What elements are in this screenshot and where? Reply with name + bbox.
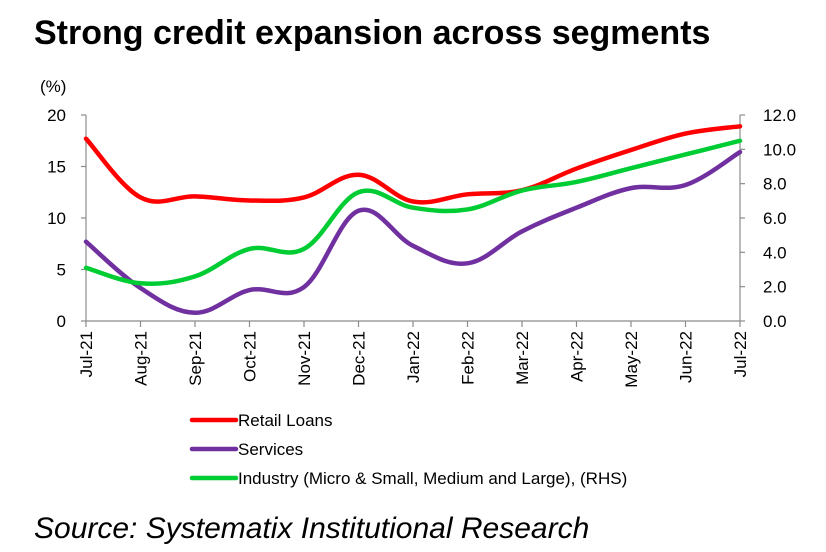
source-note: Source: Systematix Institutional Researc… xyxy=(34,512,590,545)
y-right-tick-label: 4.0 xyxy=(763,243,787,262)
chart-title: Strong credit expansion across segments xyxy=(34,14,711,52)
legend-item: Industry (Micro & Small, Medium and Larg… xyxy=(189,469,627,488)
series-line-industry-micro-small-medium-and-large-rhs xyxy=(83,138,743,286)
y-axis-left-unit-label: (%) xyxy=(40,77,66,96)
y-right-tick-label: 8.0 xyxy=(763,175,787,194)
x-tick-label: Jul-22 xyxy=(731,331,750,377)
x-tick-label: Apr-22 xyxy=(568,331,587,382)
y-left-tick-label: 0 xyxy=(57,312,66,331)
legend-item: Services xyxy=(189,440,303,459)
legend: Retail Loans Services Industry (Micro & Sm… xyxy=(189,411,627,488)
axes: (%) 0 5 10 15 20 0.0 2.0 4.0 6.0 8.0 10.0 12.0 Jul-21… xyxy=(40,77,796,388)
x-tick-label: Aug-21 xyxy=(132,331,151,386)
x-tick-label: Jan-22 xyxy=(404,331,423,383)
x-tick-label: Nov-21 xyxy=(295,331,314,386)
series-line-retail-loans xyxy=(83,124,743,205)
legend-item: Retail Loans xyxy=(189,411,333,430)
x-tick-label: Jul-21 xyxy=(77,331,96,377)
x-tick-label: Sep-21 xyxy=(186,331,205,386)
x-tick-label: May-22 xyxy=(622,331,641,388)
legend-label: Services xyxy=(238,440,303,459)
x-tick-label: Oct-21 xyxy=(241,331,260,382)
y-left-tick-label: 15 xyxy=(47,158,66,177)
series-line-services xyxy=(83,149,743,316)
y-right-tick-label: 0.0 xyxy=(763,312,787,331)
x-tick-label: Mar-22 xyxy=(513,331,532,385)
y-right-tick-label: 10.0 xyxy=(763,140,796,159)
y-left-tick-label: 20 xyxy=(47,106,66,125)
x-tick-label: Jun-22 xyxy=(677,331,696,383)
legend-label: Industry (Micro & Small, Medium and Larg… xyxy=(238,469,627,488)
y-left-tick-label: 5 xyxy=(57,261,66,280)
y-right-tick-label: 6.0 xyxy=(763,209,787,228)
series-lines xyxy=(83,124,743,316)
legend-label: Retail Loans xyxy=(238,411,333,430)
y-left-tick-label: 10 xyxy=(47,209,66,228)
y-right-tick-label: 12.0 xyxy=(763,106,796,125)
x-tick-label: Feb-22 xyxy=(459,331,478,385)
x-tick-label: Dec-21 xyxy=(350,331,369,386)
y-right-tick-label: 2.0 xyxy=(763,278,787,297)
